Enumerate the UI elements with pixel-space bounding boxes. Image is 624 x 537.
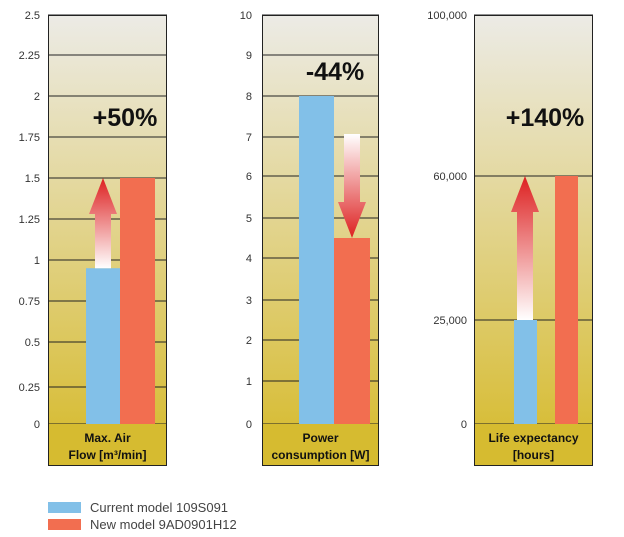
bar-current-model [86, 268, 120, 424]
x-axis-label-line: Life expectancy [488, 431, 578, 445]
tick-label: 4 [246, 253, 252, 265]
bar-current-model [514, 320, 537, 424]
percent-change-label: +140% [506, 104, 585, 132]
panel-1: 0 0.25 0.5 0.75 1 1.25 1.5 1.75 2 2.25 2.5 Max. Air… [19, 10, 167, 466]
panel-2: 0 1 2 3 4 5 6 7 8 9 10 Power consumption [W] -44% [240, 10, 379, 466]
x-axis-label-line: consumption [W] [272, 448, 370, 462]
tick-label: 0.5 [25, 337, 40, 349]
x-axis-label: Power consumption [W] [272, 431, 370, 462]
tick-label: 0 [246, 419, 252, 431]
legend-swatch-new [48, 519, 81, 530]
axis-label-box [474, 424, 593, 466]
tick-label: 8 [246, 91, 252, 103]
tick-label: 0.75 [19, 296, 40, 308]
legend: Current model 109S091 New model 9AD0901H… [48, 499, 237, 533]
tick-label: 7 [246, 132, 252, 144]
tick-label: 1.5 [25, 173, 40, 185]
tick-label: 2.5 [25, 10, 40, 22]
x-axis-label: Life expectancy [hours] [488, 431, 578, 462]
tick-label: 2 [246, 335, 252, 347]
legend-item-new: New model 9AD0901H12 [48, 516, 237, 533]
bar-new-model [555, 176, 578, 424]
panel-border [474, 15, 593, 466]
tick-label: 0 [461, 419, 467, 431]
legend-label-new: New model 9AD0901H12 [90, 517, 237, 532]
tick-label: 0 [34, 419, 40, 431]
bar-new-model [120, 178, 155, 424]
axis-label-box [48, 424, 167, 466]
tick-label: 2 [34, 91, 40, 103]
decrease-arrow [338, 134, 366, 238]
x-axis-label-line: Flow [m³/min] [69, 448, 147, 462]
legend-item-current: Current model 109S091 [48, 499, 237, 516]
tick-label: 1.75 [19, 132, 40, 144]
x-axis-label: Max. Air Flow [m³/min] [69, 431, 147, 462]
percent-change-label: +50% [93, 104, 158, 132]
increase-arrow [89, 178, 117, 269]
percent-change-label: -44% [306, 58, 364, 86]
tick-label: 1.25 [19, 214, 40, 226]
panel-border [48, 15, 167, 466]
tick-label: 1 [34, 255, 40, 267]
x-axis-label-line: Power [302, 431, 338, 445]
legend-label-current: Current model 109S091 [90, 500, 229, 515]
tick-label: 1 [246, 376, 252, 388]
increase-arrow [511, 176, 539, 320]
tick-label: 9 [246, 50, 252, 62]
x-axis-label-line: Max. Air [84, 431, 131, 445]
axis-label-box [262, 424, 379, 466]
tick-label: 5 [246, 213, 252, 225]
tick-label: 100,000 [427, 10, 467, 22]
tick-label: 10 [240, 10, 252, 22]
tick-label: 2.25 [19, 50, 40, 62]
legend-swatch-current [48, 502, 81, 513]
tick-label: 6 [246, 171, 252, 183]
tick-label: 60,000 [433, 171, 467, 183]
tick-label: 3 [246, 295, 252, 307]
tick-label: 0.25 [19, 382, 40, 394]
bar-current-model [299, 96, 334, 424]
panel-3: 0 25,000 60,000 100,000 Life expectancy [hour… [427, 10, 593, 466]
x-axis-label-line: [hours] [513, 448, 554, 462]
bar-new-model [334, 238, 370, 424]
panel-border [262, 15, 379, 466]
tick-label: 25,000 [433, 315, 467, 327]
